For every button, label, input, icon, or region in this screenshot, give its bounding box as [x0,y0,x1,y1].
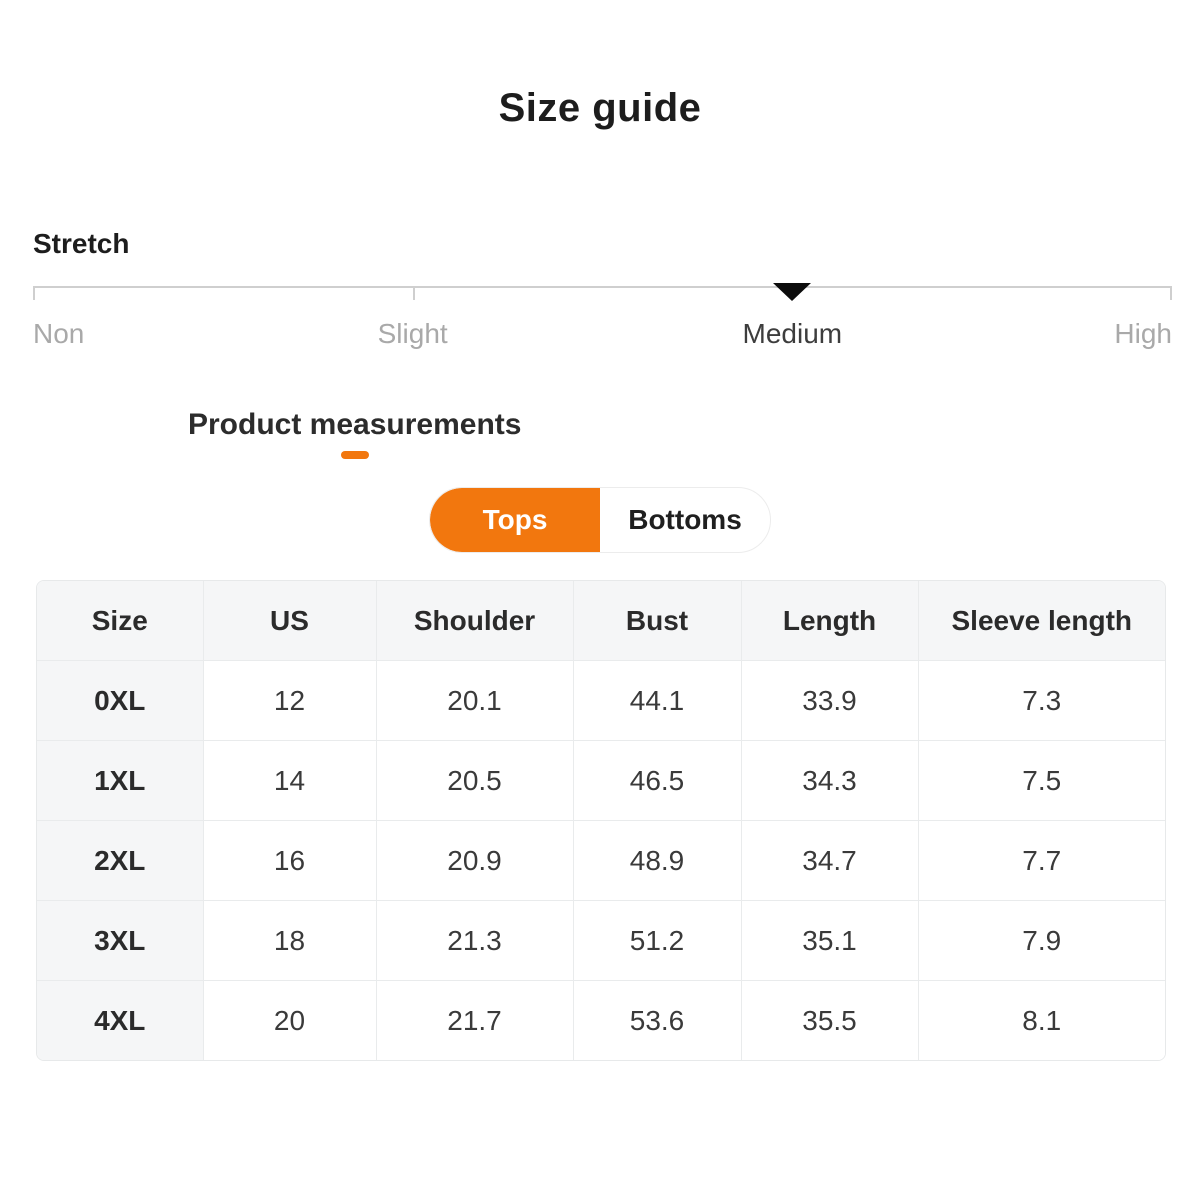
stretch-tick [33,286,35,300]
measurement-cell: 20.9 [375,820,574,901]
table-row: 4XL 20 21.7 53.6 35.5 8.1 [37,980,1165,1060]
size-cell: 2XL [37,820,204,901]
stretch-level-high: High [1114,318,1172,349]
table-row: 3XL 18 21.3 51.2 35.1 7.9 [37,900,1165,981]
heading-underline-accent [340,451,369,459]
measurement-cell: 21.3 [375,900,574,981]
measurement-cell: 35.5 [740,980,919,1060]
product-measurements-section: Product measurements [188,408,521,459]
stretch-level-indicator [33,283,1172,301]
stretch-level-labels: Non Slight Medium High [33,318,1172,356]
measurement-cell: 18 [202,900,377,981]
size-table: Size US Shoulder Bust Length Sleeve length 0X… [36,580,1166,1061]
measurement-cell: 51.2 [572,900,742,981]
tops-bottoms-toggle: Tops Bottoms [429,487,771,553]
measurement-cell: 53.6 [572,980,742,1060]
table-row: 0XL 12 20.1 44.1 33.9 7.3 [37,660,1165,741]
measurement-cell: 46.5 [572,740,742,821]
tab-tops[interactable]: Tops [430,488,600,552]
size-cell: 4XL [37,980,204,1060]
tab-bottoms[interactable]: Bottoms [600,488,770,552]
measurement-cell: 8.1 [917,980,1165,1060]
measurement-cell: 34.3 [740,740,919,821]
stretch-tick [412,286,415,300]
measurement-cell: 14 [202,740,377,821]
product-measurements-heading: Product measurements [188,408,522,441]
measurement-cell: 35.1 [740,900,919,981]
stretch-marker-triangle-icon [773,283,812,301]
column-header-us: US [202,581,377,661]
column-header-bust: Bust [572,581,742,661]
measurement-cell: 12 [202,660,377,741]
measurement-cell: 16 [202,820,377,901]
table-row: 1XL 14 20.5 46.5 34.3 7.5 [37,740,1165,821]
measurement-cell: 20.5 [375,740,574,821]
size-cell: 1XL [37,740,204,821]
measurement-cell: 34.7 [740,820,919,901]
measurement-cell: 7.5 [917,740,1165,821]
stretch-level-non: Non [33,318,85,349]
measurement-cell: 7.7 [917,820,1165,901]
size-cell: 3XL [37,900,204,981]
measurement-cell: 7.3 [917,660,1165,741]
column-header-shoulder: Shoulder [375,581,574,661]
measurement-cell: 44.1 [572,660,742,741]
measurement-cell: 48.9 [572,820,742,901]
measurement-cell: 7.9 [917,900,1165,981]
stretch-level-medium: Medium [742,318,843,349]
column-header-size: Size [37,581,204,661]
measurement-cell: 21.7 [375,980,574,1060]
page-title: Size guide [498,86,702,130]
stretch-tick [1170,286,1172,300]
column-header-sleeve-length: Sleeve length [917,581,1165,661]
table-header-row: Size US Shoulder Bust Length Sleeve length [37,581,1165,661]
stretch-section-label: Stretch [33,228,130,259]
measurement-cell: 20 [202,980,377,1060]
size-cell: 0XL [37,660,204,741]
measurement-cell: 20.1 [375,660,574,741]
table-row: 2XL 16 20.9 48.9 34.7 7.7 [37,820,1165,901]
measurement-cell: 33.9 [740,660,919,741]
stretch-level-slight: Slight [377,318,448,349]
column-header-length: Length [740,581,919,661]
